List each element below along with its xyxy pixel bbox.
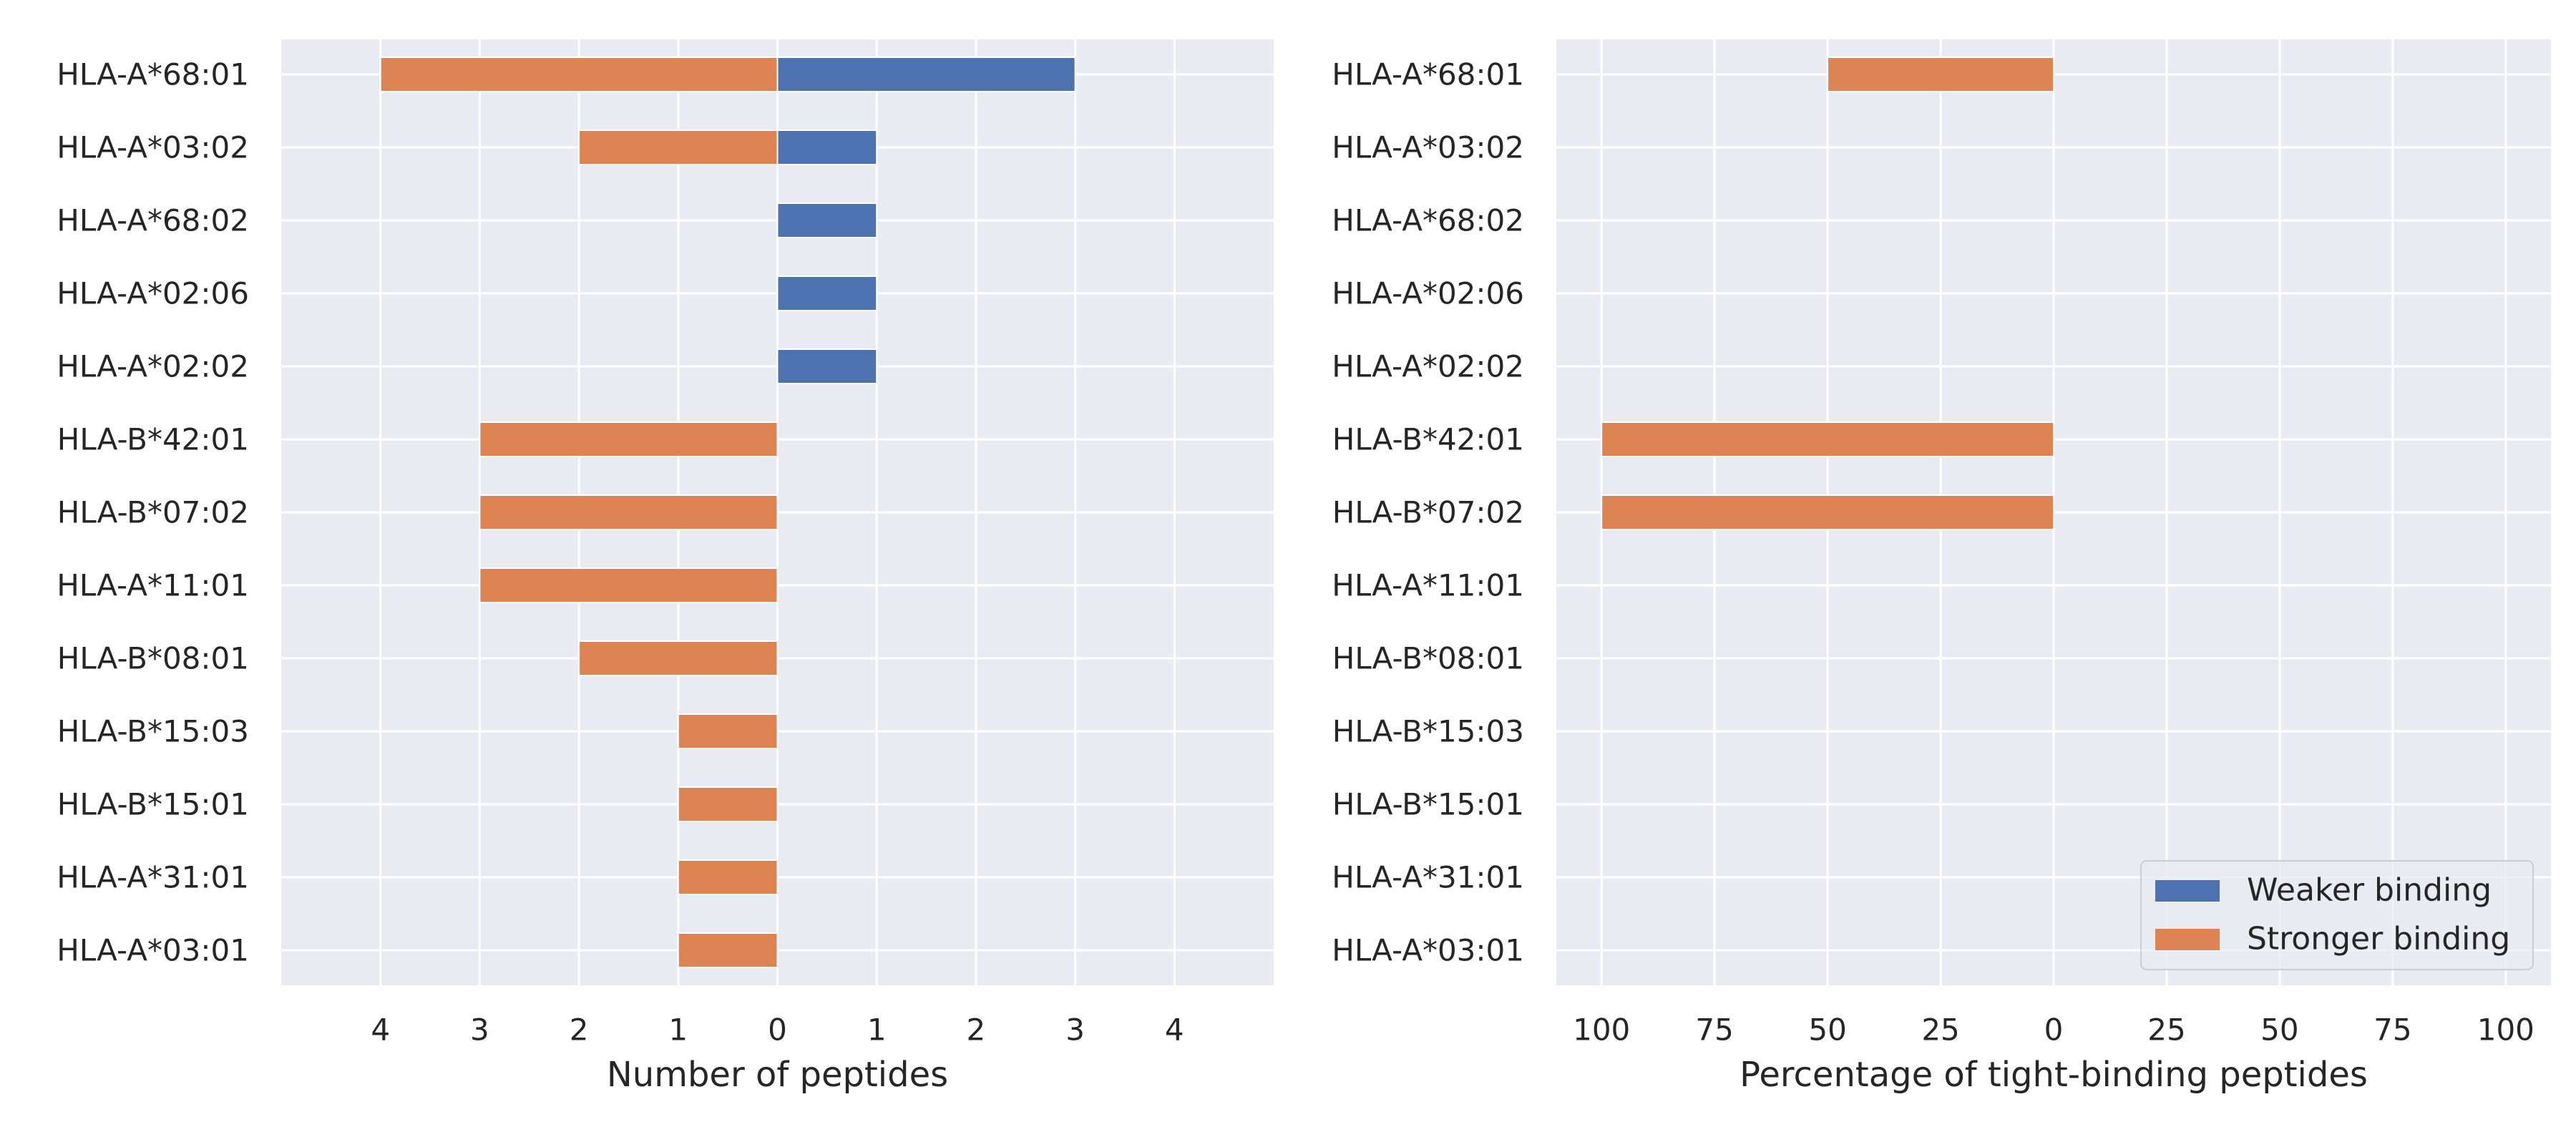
y-tick-label: HLA-A*68:01 bbox=[57, 57, 249, 92]
y-tick-label: HLA-A*31:01 bbox=[57, 860, 249, 895]
x-tick-label: 4 bbox=[371, 1013, 390, 1048]
bar bbox=[776, 275, 878, 311]
x-tick-label: 25 bbox=[2147, 1013, 2185, 1048]
bar bbox=[479, 567, 779, 603]
y-tick-label: HLA-A*03:01 bbox=[1332, 933, 1524, 968]
y-tick-label: HLA-A*02:02 bbox=[1332, 349, 1524, 384]
bar bbox=[776, 203, 878, 238]
legend-label: Weaker binding bbox=[2247, 872, 2492, 909]
legend-swatch bbox=[2155, 929, 2220, 950]
bar bbox=[776, 130, 878, 165]
x-tick-label: 1 bbox=[867, 1013, 887, 1048]
x-axis-label: Number of peptides bbox=[607, 1055, 948, 1095]
x-tick-label: 3 bbox=[1065, 1013, 1085, 1048]
bar bbox=[1601, 494, 2055, 530]
legend-swatch bbox=[2155, 880, 2220, 902]
bar bbox=[1601, 421, 2055, 457]
bar bbox=[677, 786, 779, 822]
y-tick-label: HLA-A*68:02 bbox=[1332, 203, 1524, 238]
bar bbox=[578, 640, 779, 676]
bar bbox=[479, 421, 779, 457]
y-tick-label: HLA-B*07:02 bbox=[57, 495, 249, 530]
x-axis-label: Percentage of tight-binding peptides bbox=[1740, 1055, 2368, 1095]
y-tick-label: HLA-A*11:01 bbox=[1332, 568, 1524, 603]
legend: Weaker binding Stronger binding bbox=[2140, 860, 2534, 970]
bar bbox=[379, 57, 779, 92]
y-tick-label: HLA-A*03:01 bbox=[57, 933, 249, 968]
x-tick-label: 2 bbox=[570, 1013, 589, 1048]
x-tick-label: 100 bbox=[2477, 1013, 2534, 1048]
y-tick-label: HLA-B*15:03 bbox=[1332, 714, 1524, 749]
bar bbox=[776, 348, 878, 384]
y-tick-label: HLA-A*03:02 bbox=[1332, 130, 1524, 165]
y-tick-label: HLA-A*11:01 bbox=[57, 568, 249, 603]
y-tick-label: HLA-A*03:02 bbox=[57, 130, 249, 165]
right-chart-panel: HLA-A*68:01 HLA-A*03:02 HLA-A*68:02 HLA-A*0… bbox=[1332, 39, 2551, 1095]
y-tick-label: HLA-B*07:02 bbox=[1332, 495, 1524, 530]
y-tick-label: HLA-B*15:03 bbox=[57, 714, 249, 749]
x-tick-label: 75 bbox=[1695, 1013, 1733, 1048]
y-tick-label: HLA-B*42:01 bbox=[1332, 422, 1524, 457]
x-tick-label: 50 bbox=[2260, 1013, 2298, 1048]
x-tick-label: 25 bbox=[1921, 1013, 1959, 1048]
x-tick-label: 3 bbox=[470, 1013, 489, 1048]
legend-label: Stronger binding bbox=[2247, 921, 2510, 957]
y-tick-label: HLA-B*08:01 bbox=[1332, 641, 1524, 676]
bar bbox=[776, 57, 1076, 92]
x-tick-label: 0 bbox=[2044, 1013, 2064, 1048]
y-tick-label: HLA-A*68:01 bbox=[1332, 57, 1524, 92]
bar bbox=[677, 859, 779, 895]
x-tick-label: 0 bbox=[768, 1013, 787, 1048]
bar bbox=[1827, 57, 2054, 92]
bar bbox=[578, 130, 779, 165]
bar bbox=[677, 932, 779, 968]
bar bbox=[479, 494, 779, 530]
y-tick-label: HLA-B*15:01 bbox=[57, 787, 249, 822]
y-tick-label: HLA-A*68:02 bbox=[57, 203, 249, 238]
x-tick-label: 100 bbox=[1573, 1013, 1630, 1048]
y-tick-label: HLA-A*02:02 bbox=[57, 349, 249, 384]
x-tick-label: 2 bbox=[967, 1013, 986, 1048]
y-tick-label: HLA-B*15:01 bbox=[1332, 787, 1524, 822]
bar bbox=[677, 713, 779, 749]
y-tick-label: HLA-A*02:06 bbox=[1332, 276, 1524, 311]
y-tick-label: HLA-B*08:01 bbox=[57, 641, 249, 676]
left-chart-panel: HLA-A*68:01 HLA-A*03:02 HLA-A*68:02 HLA-A*0… bbox=[57, 39, 1274, 1095]
x-tick-label: 75 bbox=[2373, 1013, 2411, 1048]
legend-box bbox=[2140, 860, 2534, 970]
x-tick-label: 50 bbox=[1808, 1013, 1846, 1048]
x-tick-label: 1 bbox=[668, 1013, 688, 1048]
y-tick-label: HLA-A*02:06 bbox=[57, 276, 249, 311]
y-tick-label: HLA-A*31:01 bbox=[1332, 860, 1524, 895]
x-tick-label: 4 bbox=[1165, 1013, 1184, 1048]
y-tick-label: HLA-B*42:01 bbox=[57, 422, 249, 457]
